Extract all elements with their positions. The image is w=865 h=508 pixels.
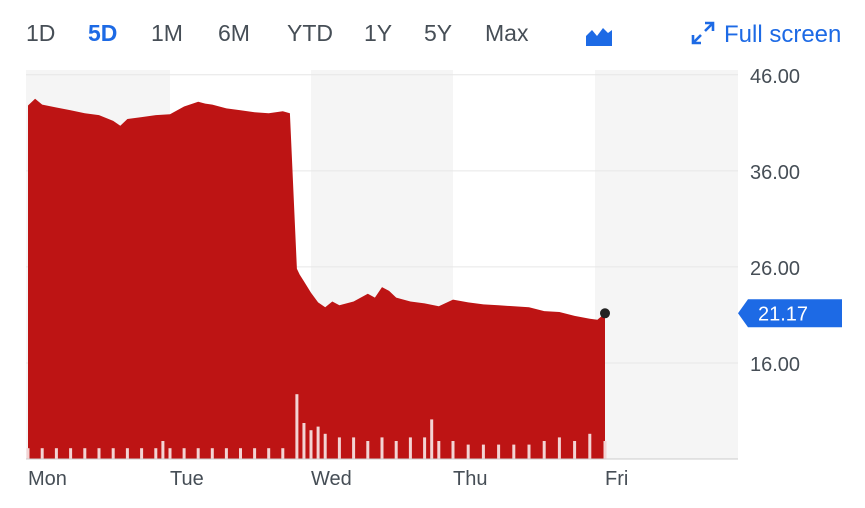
volume-bar: [40, 448, 44, 459]
fullscreen-label: Full screen: [724, 21, 842, 48]
volume-bar: [588, 433, 592, 459]
x-tick-label: Mon: [28, 468, 67, 490]
y-tick-label: 46.00: [750, 66, 800, 88]
x-tick-label: Tue: [170, 468, 204, 490]
range-tab-1d[interactable]: 1D: [26, 20, 56, 46]
volume-bar: [26, 448, 30, 459]
volume-bar: [182, 448, 186, 459]
y-tick-label: 26.00: [750, 258, 800, 280]
volume-bar: [309, 430, 313, 459]
volume-bar: [316, 426, 320, 459]
fullscreen-button[interactable]: Full screen: [690, 20, 841, 50]
volume-bar: [557, 437, 561, 459]
range-tab-5y[interactable]: 5Y: [424, 20, 453, 46]
volume-bar: [302, 423, 306, 459]
x-tick-label: Fri: [605, 468, 628, 490]
volume-bar: [140, 448, 144, 459]
volume-bar: [196, 448, 200, 459]
y-tick-label: 16.00: [750, 354, 800, 376]
volume-bar: [423, 437, 427, 459]
volume-bar: [295, 394, 299, 459]
volume-bar: [512, 444, 516, 459]
volume-bar: [239, 448, 242, 459]
volume-bar: [111, 448, 115, 459]
range-tab-1y[interactable]: 1Y: [364, 20, 393, 46]
range-tab-1m[interactable]: 1M: [151, 20, 183, 46]
range-toolbar: 1D 5D 1M 6M YTD 1Y 5Y Max Full screen: [0, 0, 865, 70]
volume-bar: [481, 444, 485, 459]
x-tick-label: Wed: [311, 468, 352, 490]
volume-bar: [69, 448, 73, 459]
range-tab-max[interactable]: Max: [485, 20, 529, 46]
volume-bar: [430, 419, 434, 459]
volume-bar: [168, 448, 172, 459]
volume-bar: [437, 441, 441, 459]
volume-bar: [527, 444, 531, 459]
volume-bar: [451, 441, 455, 459]
volume-bar: [54, 448, 58, 459]
volume-bar: [125, 448, 129, 459]
y-tick-label: 36.00: [750, 162, 800, 184]
volume-bar: [154, 448, 158, 459]
last-price-dot: [600, 308, 610, 319]
volume-bar: [466, 444, 470, 459]
last-price-marker: [738, 299, 842, 328]
volume-bar: [366, 441, 370, 459]
volume-bar: [253, 448, 257, 459]
range-tab-5d[interactable]: 5D: [88, 20, 118, 46]
volume-bar: [83, 448, 87, 459]
volume-bar: [603, 441, 607, 459]
mountain-chart-icon[interactable]: [584, 24, 614, 48]
range-tab-ytd[interactable]: YTD: [287, 20, 333, 46]
price-area: [28, 98, 605, 460]
volume-bar: [352, 437, 356, 459]
volume-bar: [394, 441, 398, 459]
volume-bar: [542, 441, 546, 459]
volume-bar: [161, 441, 165, 459]
range-tab-6m[interactable]: 6M: [218, 20, 250, 46]
volume-bar: [97, 448, 101, 459]
volume-bar: [497, 444, 501, 459]
volume-bar: [323, 433, 327, 459]
volume-bar: [337, 437, 341, 459]
volume-bar: [281, 448, 285, 459]
volume-bar: [408, 437, 412, 459]
volume-bar: [224, 448, 228, 459]
volume-bar: [573, 441, 577, 459]
volume-bar: [210, 448, 214, 459]
x-tick-label: Thu: [453, 468, 487, 490]
expand-arrows-icon: [690, 20, 716, 51]
volume-bar: [267, 448, 271, 459]
day-band-fri: [595, 70, 738, 459]
volume-bar: [380, 437, 384, 459]
last-price-label: 21.17: [758, 303, 808, 325]
